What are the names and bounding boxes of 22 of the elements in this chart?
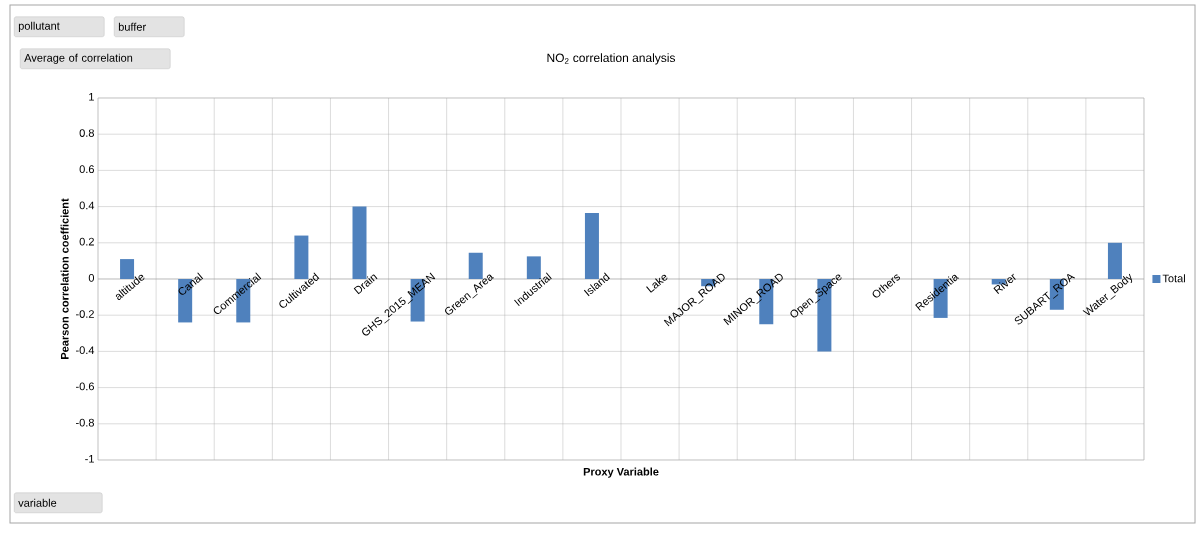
- y-tick-label: 0.4: [79, 201, 95, 210]
- text: Average of correlation: [24, 53, 133, 64]
- y-tick-label: -0.6: [76, 382, 94, 391]
- y-tick-label: 0.6: [79, 165, 94, 174]
- text: buffer: [118, 22, 146, 31]
- y-tick-label: 0.2: [79, 237, 94, 246]
- y-tick-label: -1: [85, 455, 94, 463]
- y-tick-label: 0: [88, 273, 95, 282]
- text: variable: [18, 498, 57, 507]
- y-tick-label: 0.8: [79, 129, 94, 137]
- y-tick-label: -0.2: [76, 310, 94, 318]
- x-axis-title: Proxy Variable: [583, 467, 659, 478]
- legend-label: Total: [1162, 274, 1185, 283]
- chart-title: NO$_{2}$ correlation analysis: [547, 53, 676, 65]
- y-tick-label: -0.8: [76, 418, 94, 427]
- bar: [410, 279, 425, 322]
- bar: [1049, 279, 1064, 310]
- y-tick-label: 1: [89, 93, 94, 101]
- y-tick-label: -0.4: [76, 346, 95, 355]
- y-axis-title: Pearson correlation coefficient: [60, 198, 69, 359]
- bar: [759, 279, 774, 325]
- text: pollutant: [18, 21, 60, 32]
